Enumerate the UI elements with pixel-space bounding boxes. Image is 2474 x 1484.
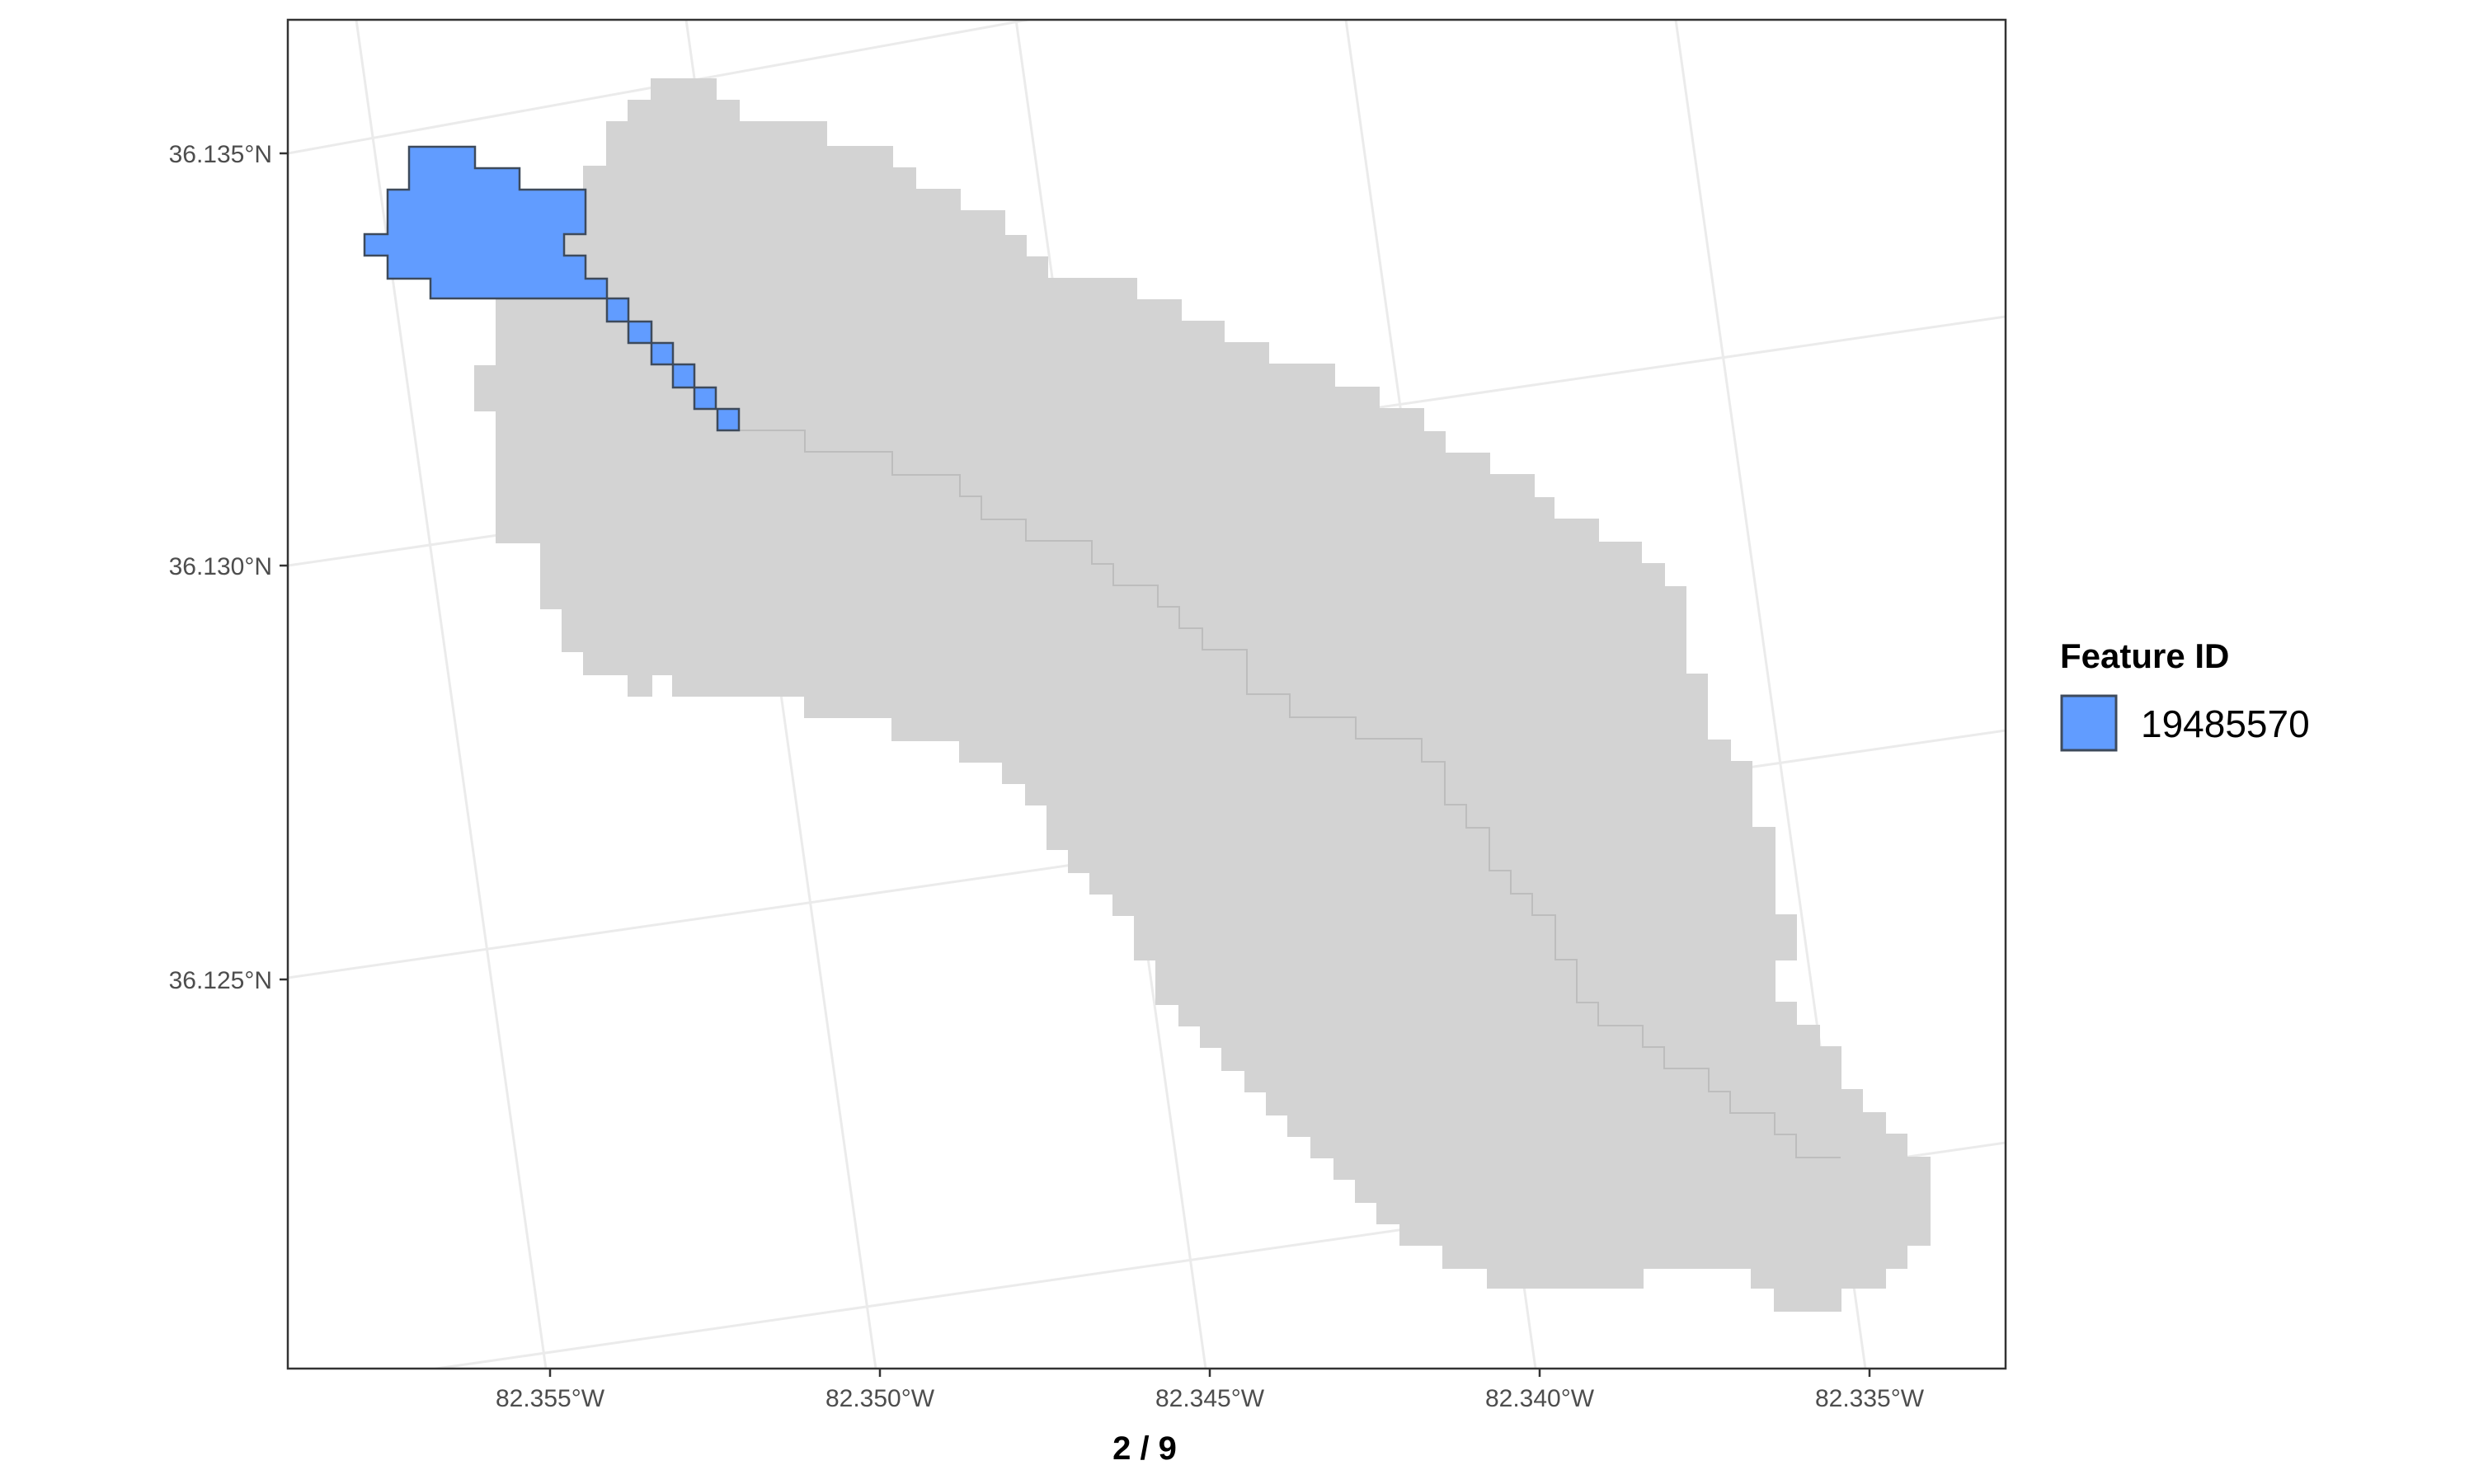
y-tick-label: 36.125°N: [169, 967, 272, 994]
x-tick-label: 82.355°W: [496, 1385, 605, 1412]
graticule-parallel: [288, 20, 1035, 155]
catchment-divide-line: [717, 412, 1841, 1158]
legend-title: Feature ID: [2060, 636, 2229, 675]
y-tick-label: 36.130°N: [169, 553, 272, 580]
y-axis: [280, 152, 288, 981]
legend-item-label: 19485570: [2141, 702, 2310, 745]
x-axis-title: 2 / 9: [1112, 1430, 1177, 1467]
basin-polygon: [474, 78, 1931, 1312]
legend: Feature ID 19485570: [2060, 636, 2310, 752]
x-tick-label: 82.345°W: [1155, 1385, 1265, 1412]
feature-19485570-polygon: [363, 145, 741, 432]
x-tick-label: 82.350°W: [825, 1385, 935, 1412]
panel-border: [286, 18, 2007, 1370]
y-tick-label: 36.135°N: [169, 141, 272, 168]
x-tick-label: 82.340°W: [1485, 1385, 1595, 1412]
x-axis: [548, 1369, 1871, 1377]
x-tick-label: 82.335°W: [1815, 1385, 1925, 1412]
legend-key-swatch: [2060, 694, 2118, 752]
